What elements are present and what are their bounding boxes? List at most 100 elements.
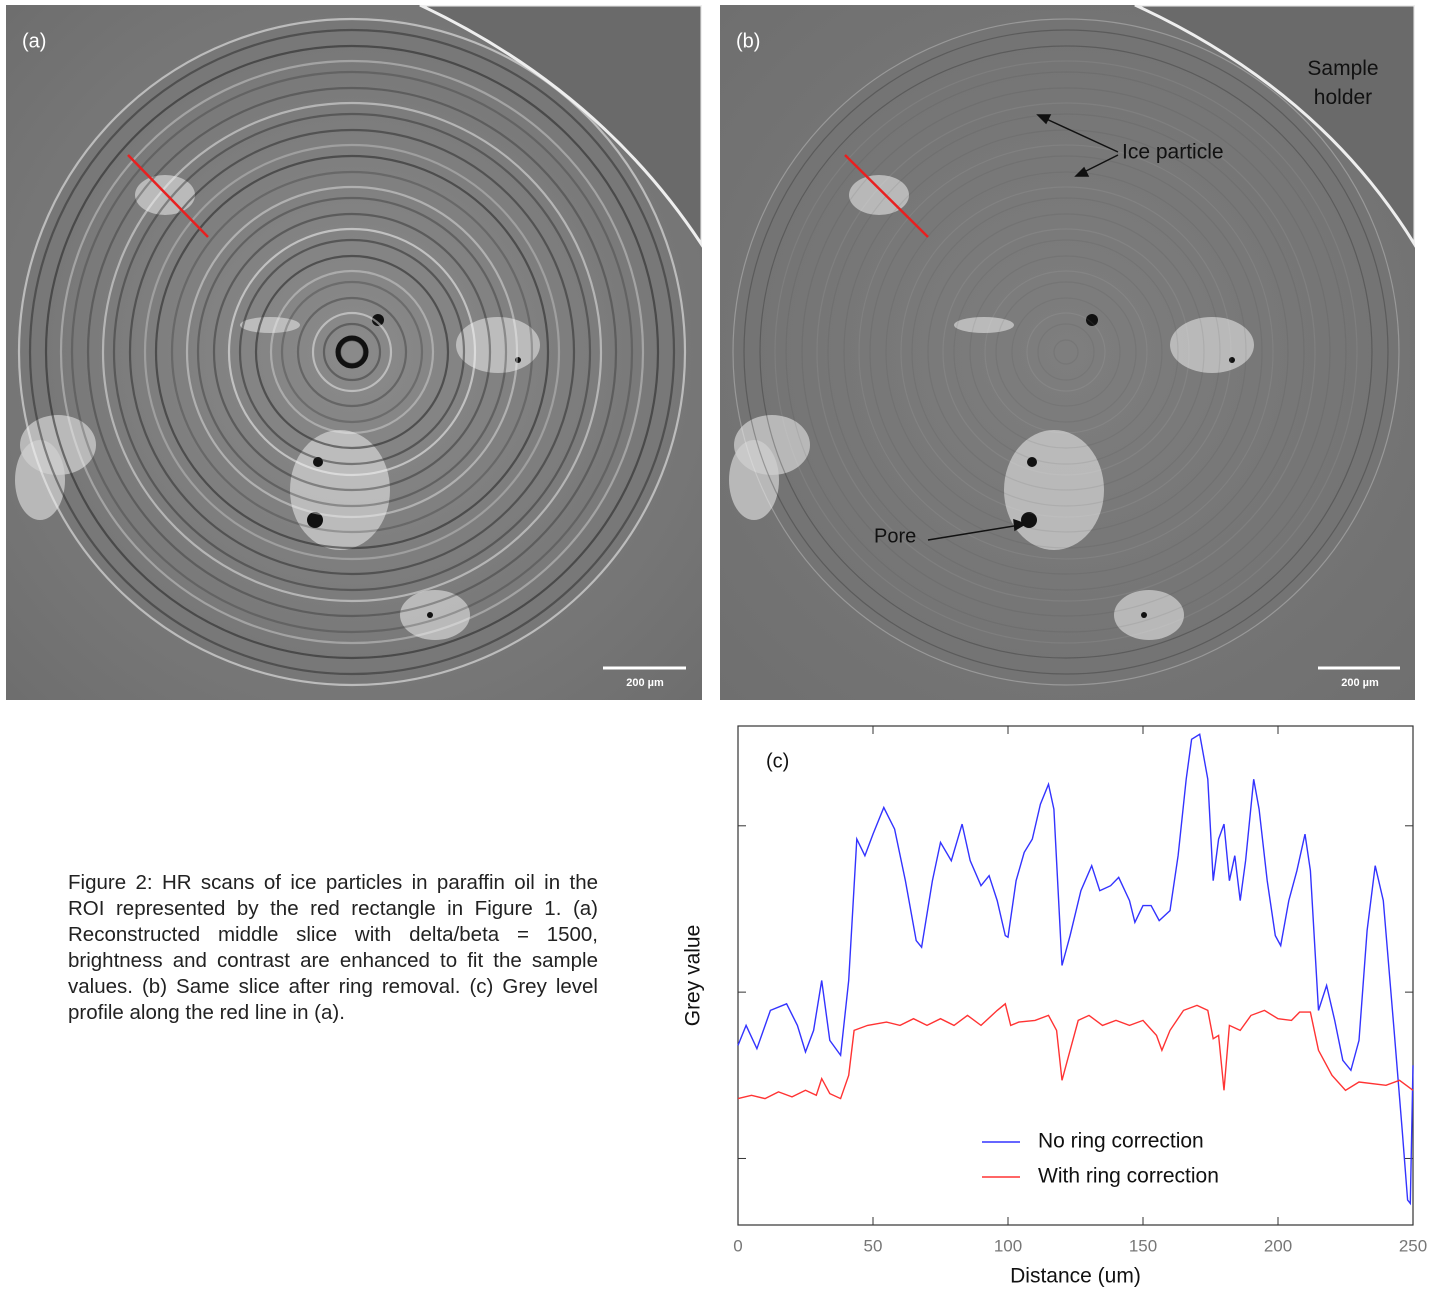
annotation: Ice particle: [1122, 141, 1224, 164]
pore: [1027, 457, 1037, 467]
ring: [170, 170, 534, 534]
caption: Figure 2: HR scans of ice particles in p…: [68, 871, 598, 1024]
x-tick-label: 200: [1264, 1236, 1292, 1255]
legend-label: No ring correction: [1038, 1130, 1204, 1153]
annotation-arrows: [927, 114, 1119, 541]
ring: [296, 296, 408, 408]
arrowhead: [1074, 166, 1090, 177]
scale-bar-label: 200 µm: [1341, 677, 1379, 689]
plot-frame: [737, 725, 1414, 1226]
ice-particle: [240, 317, 300, 333]
ring: [743, 29, 1389, 675]
legend-label: With ring correction: [1038, 1165, 1219, 1188]
ring: [44, 44, 660, 660]
ring: [17, 17, 687, 687]
pore: [1086, 314, 1098, 326]
ring: [858, 144, 1274, 560]
ring: [212, 212, 492, 492]
ring: [70, 70, 634, 634]
ring: [128, 128, 576, 576]
ring: [280, 280, 424, 424]
ring: [269, 269, 435, 435]
red-line: [127, 154, 209, 238]
ring: [774, 60, 1358, 644]
ring: [254, 254, 450, 450]
ring: [154, 154, 550, 550]
pore: [313, 457, 323, 467]
image-bg: [720, 5, 1415, 700]
line-series: [737, 733, 1414, 1206]
ice-particle: [456, 317, 540, 373]
ring: [311, 311, 393, 393]
x-tick-label: 150: [1129, 1236, 1157, 1255]
ring: [143, 143, 561, 561]
ring: [816, 102, 1316, 602]
ring: [227, 227, 477, 477]
ring: [900, 186, 1232, 518]
ring: [911, 197, 1221, 507]
ring: [1053, 339, 1079, 365]
panel-b-image: [720, 5, 1415, 700]
panel-a-image: [6, 5, 702, 700]
ice-particle: [135, 175, 195, 215]
ice-particle: [1170, 317, 1254, 373]
ring: [59, 59, 645, 645]
arrowhead: [1013, 518, 1027, 532]
ring: [322, 322, 382, 382]
ring: [885, 171, 1247, 533]
y-axis-label: Grey value: [682, 925, 705, 1027]
panel-label: (b): [736, 30, 760, 52]
ring: [185, 185, 519, 519]
x-axis-label: Distance (um): [1010, 1265, 1141, 1288]
ice-particle: [400, 590, 470, 640]
line-series: [737, 1002, 1414, 1100]
pore: [1141, 612, 1147, 618]
arrow: [927, 524, 1021, 541]
ring: [112, 112, 592, 592]
ice-particle: [954, 317, 1014, 333]
sample-holder: [1134, 5, 1415, 248]
x-tick-label: 250: [1399, 1236, 1427, 1255]
x-tick-label: 100: [994, 1236, 1022, 1255]
ring: [28, 28, 676, 676]
ring: [843, 129, 1289, 575]
ring: [101, 101, 603, 603]
ring: [953, 239, 1179, 465]
ring: [1037, 323, 1095, 381]
ring: [927, 213, 1205, 491]
scale-bar-label: 200 µm: [626, 677, 664, 689]
ring: [984, 270, 1148, 434]
x-tick-label: 0: [733, 1236, 742, 1255]
sample-holder: [419, 5, 702, 248]
image-bg: [6, 5, 702, 700]
ring: [1011, 297, 1121, 407]
ring: [869, 155, 1263, 549]
red-line: [844, 154, 929, 238]
pore: [427, 612, 433, 618]
center: [335, 335, 369, 369]
ice-particle: [1114, 590, 1184, 640]
ring: [238, 238, 466, 466]
x-tick-label: 50: [864, 1236, 883, 1255]
ring: [732, 18, 1400, 686]
ring: [995, 281, 1137, 423]
pore: [372, 314, 384, 326]
pore: [515, 357, 521, 363]
pore: [307, 512, 323, 528]
ring: [969, 255, 1163, 449]
ring: [196, 196, 508, 508]
ring: [942, 228, 1190, 476]
ice-particle: [729, 440, 779, 520]
panel-label: (c): [766, 750, 789, 772]
arrowhead: [1036, 114, 1052, 125]
ring: [1026, 312, 1106, 392]
ring: [801, 87, 1331, 617]
ring: [785, 71, 1347, 633]
ring: [759, 45, 1373, 659]
annotation: Pore: [874, 525, 916, 547]
panel-label: (a): [22, 30, 46, 52]
ring: [86, 86, 618, 618]
ring: [827, 113, 1305, 591]
